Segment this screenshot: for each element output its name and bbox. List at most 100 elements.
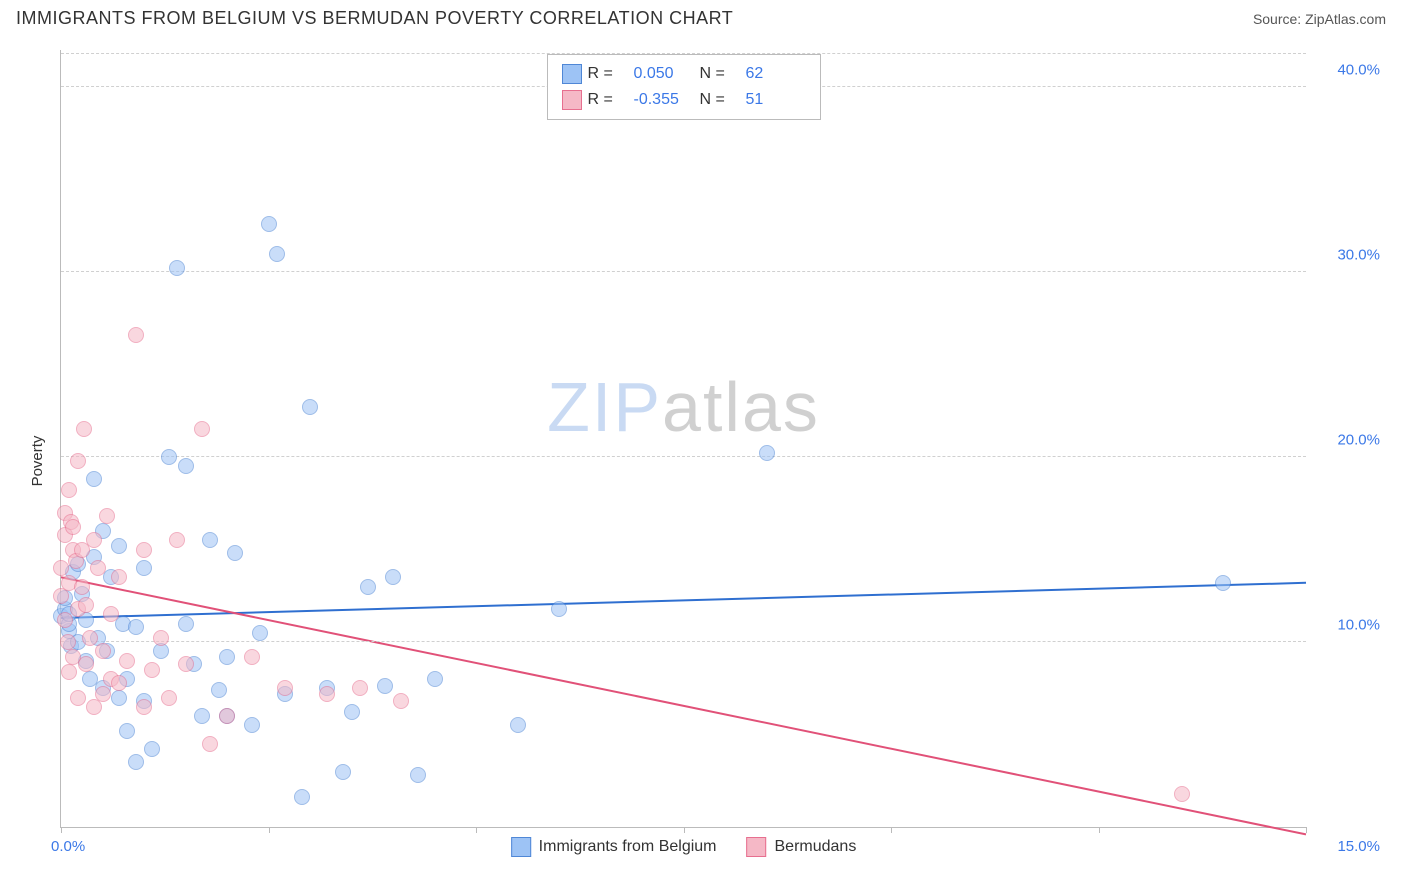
data-point: [178, 458, 194, 474]
swatch-bermudans-icon: [747, 837, 767, 857]
data-point: [360, 579, 376, 595]
data-point: [194, 421, 210, 437]
y-tick-label: 20.0%: [1316, 432, 1380, 449]
data-point: [202, 736, 218, 752]
r-value-bermudans: -0.355: [634, 91, 694, 109]
watermark: ZIPatlas: [547, 367, 820, 447]
data-point: [252, 625, 268, 641]
data-point: [70, 690, 86, 706]
data-point: [393, 693, 409, 709]
chart-title: IMMIGRANTS FROM BELGIUM VS BERMUDAN POVE…: [16, 8, 733, 29]
data-point: [111, 538, 127, 554]
data-point: [144, 662, 160, 678]
data-point: [169, 532, 185, 548]
source-attribution: Source: ZipAtlas.com: [1253, 11, 1386, 27]
data-point: [335, 764, 351, 780]
data-point: [269, 246, 285, 262]
data-point: [70, 453, 86, 469]
data-point: [103, 606, 119, 622]
data-point: [178, 656, 194, 672]
gridline: [61, 271, 1306, 272]
data-point: [78, 597, 94, 613]
trend-line: [61, 583, 1306, 618]
y-axis-label: Poverty: [29, 436, 46, 487]
x-tick: [684, 827, 685, 833]
legend-label-belgium: Immigrants from Belgium: [539, 838, 717, 856]
x-tick: [1306, 827, 1307, 833]
x-min-label: 0.0%: [51, 838, 85, 855]
data-point: [86, 471, 102, 487]
data-point: [551, 601, 567, 617]
data-point: [352, 680, 368, 696]
y-tick-label: 10.0%: [1316, 617, 1380, 634]
legend-item-bermudans: Bermudans: [747, 837, 857, 857]
data-point: [82, 630, 98, 646]
data-point: [178, 616, 194, 632]
x-tick: [476, 827, 477, 833]
data-point: [244, 649, 260, 665]
legend-label-bermudans: Bermudans: [775, 838, 857, 856]
data-point: [277, 680, 293, 696]
data-point: [1215, 575, 1231, 591]
data-point: [95, 643, 111, 659]
data-point: [99, 508, 115, 524]
source-name: ZipAtlas.com: [1305, 11, 1386, 27]
data-point: [302, 399, 318, 415]
data-point: [211, 682, 227, 698]
swatch-belgium-icon: [511, 837, 531, 857]
stats-legend: R = 0.050 N = 62 R = -0.355 N = 51: [547, 54, 821, 120]
r-label: R =: [588, 91, 628, 109]
data-point: [128, 619, 144, 635]
data-point: [136, 560, 152, 576]
data-point: [74, 579, 90, 595]
legend-item-belgium: Immigrants from Belgium: [511, 837, 717, 857]
data-point: [219, 649, 235, 665]
data-point: [202, 532, 218, 548]
data-point: [53, 560, 69, 576]
data-point: [227, 545, 243, 561]
data-point: [759, 445, 775, 461]
data-point: [136, 542, 152, 558]
series-legend: Immigrants from Belgium Bermudans: [511, 837, 857, 857]
data-point: [244, 717, 260, 733]
data-point: [344, 704, 360, 720]
data-point: [111, 690, 127, 706]
data-point: [410, 767, 426, 783]
data-point: [119, 723, 135, 739]
data-point: [61, 664, 77, 680]
data-point: [95, 686, 111, 702]
data-point: [90, 560, 106, 576]
data-point: [61, 482, 77, 498]
data-point: [1174, 786, 1190, 802]
data-point: [219, 708, 235, 724]
data-point: [161, 690, 177, 706]
r-value-belgium: 0.050: [634, 65, 694, 83]
n-label: N =: [700, 91, 740, 109]
x-tick: [269, 827, 270, 833]
data-point: [128, 754, 144, 770]
data-point: [319, 686, 335, 702]
data-point: [136, 699, 152, 715]
n-label: N =: [700, 65, 740, 83]
data-point: [128, 327, 144, 343]
x-tick: [891, 827, 892, 833]
trend-line: [61, 577, 1306, 834]
data-point: [111, 569, 127, 585]
n-value-belgium: 62: [746, 65, 806, 83]
r-label: R =: [588, 65, 628, 83]
x-tick: [1099, 827, 1100, 833]
data-point: [377, 678, 393, 694]
data-point: [65, 519, 81, 535]
plot-area: ZIPatlas R = 0.050 N = 62 R = -0.355 N =…: [60, 50, 1306, 828]
gridline: [61, 641, 1306, 642]
stats-row-belgium: R = 0.050 N = 62: [562, 61, 806, 87]
swatch-belgium: [562, 64, 582, 84]
x-tick: [61, 827, 62, 833]
stats-row-bermudans: R = -0.355 N = 51: [562, 87, 806, 113]
data-point: [261, 216, 277, 232]
data-point: [111, 675, 127, 691]
gridline: [61, 456, 1306, 457]
data-point: [153, 630, 169, 646]
data-point: [194, 708, 210, 724]
source-prefix: Source:: [1253, 11, 1305, 27]
